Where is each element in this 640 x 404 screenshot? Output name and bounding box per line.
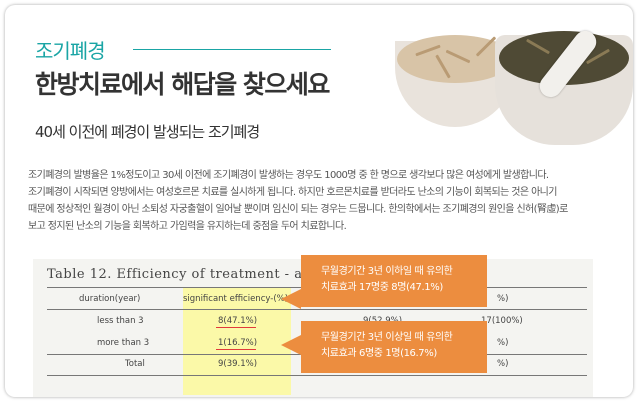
table-cell: %): [497, 338, 509, 348]
table-rule: [47, 309, 587, 310]
content-card: 조기폐경 한방치료에서 해답을 찾으세요 40세 이전에 폐경이 발생되는 조기…: [5, 5, 633, 397]
table-rule: [47, 375, 587, 376]
table-cell: more than 3: [97, 338, 150, 348]
paragraph-line: 보고 정지된 난소의 기능을 회복하고 가임력을 유지하는데 중점을 두어 치료…: [28, 221, 347, 232]
paragraph-line: 조기폐경이 시작되면 양방에서는 여성호르몬 치료를 실시하게 됩니다. 하지만…: [28, 187, 557, 198]
callout-line: 치료효과 6명중 1명(16.7%): [321, 348, 437, 359]
callout-pointer: [281, 289, 301, 309]
table-cell: Total: [125, 359, 145, 369]
title-divider: [133, 49, 331, 50]
callout-line: 치료효과 17명중 8명(47.1%): [321, 282, 443, 293]
callout-line: 무월경기간 3년 이하일 때 유의한: [321, 266, 453, 277]
category-title: 조기폐경: [35, 39, 106, 63]
herb-pile-left: [397, 35, 513, 83]
table-cell: 9(39.1%): [218, 359, 258, 369]
table-header: duration(year): [79, 294, 141, 304]
table-header: %): [497, 294, 509, 304]
callout-line: 무월경기간 3년 이상일 때 유의한: [321, 332, 453, 343]
value-underline: [216, 349, 256, 350]
callout-box: 무월경기간 3년 이하일 때 유의한 치료효과 17명중 8명(47.1%): [301, 255, 487, 307]
table-cell: 17(100%): [481, 316, 523, 326]
table-cell: 1(16.7%): [218, 338, 258, 348]
table-cell: %): [497, 359, 509, 369]
table-highlight: [183, 287, 291, 395]
section-subtitle: 40세 이전에 폐경이 발생되는 조기폐경: [35, 123, 260, 141]
table-header: significant efficiency-(%): [183, 294, 289, 304]
table-cell: 8(47.1%): [218, 316, 258, 326]
callout-pointer: [281, 335, 301, 355]
body-paragraph: 조기폐경의 발병율은 1%정도이고 30세 이전에 조기폐경이 발생하는 경우도…: [28, 167, 588, 235]
paragraph-line: 때문에 정상적인 월경이 아닌 소퇴성 자궁출혈이 일어날 뿐이며 임신이 되는…: [28, 204, 568, 215]
page-headline: 한방치료에서 해답을 찾으세요: [35, 70, 330, 99]
paragraph-line: 조기폐경의 발병율은 1%정도이고 30세 이전에 조기폐경이 발생하는 경우도…: [28, 170, 549, 181]
table-cell: less than 3: [97, 316, 144, 326]
callout-box: 무월경기간 3년 이상일 때 유의한 치료효과 6명중 1명(16.7%): [301, 321, 487, 373]
value-underline: [216, 327, 256, 328]
